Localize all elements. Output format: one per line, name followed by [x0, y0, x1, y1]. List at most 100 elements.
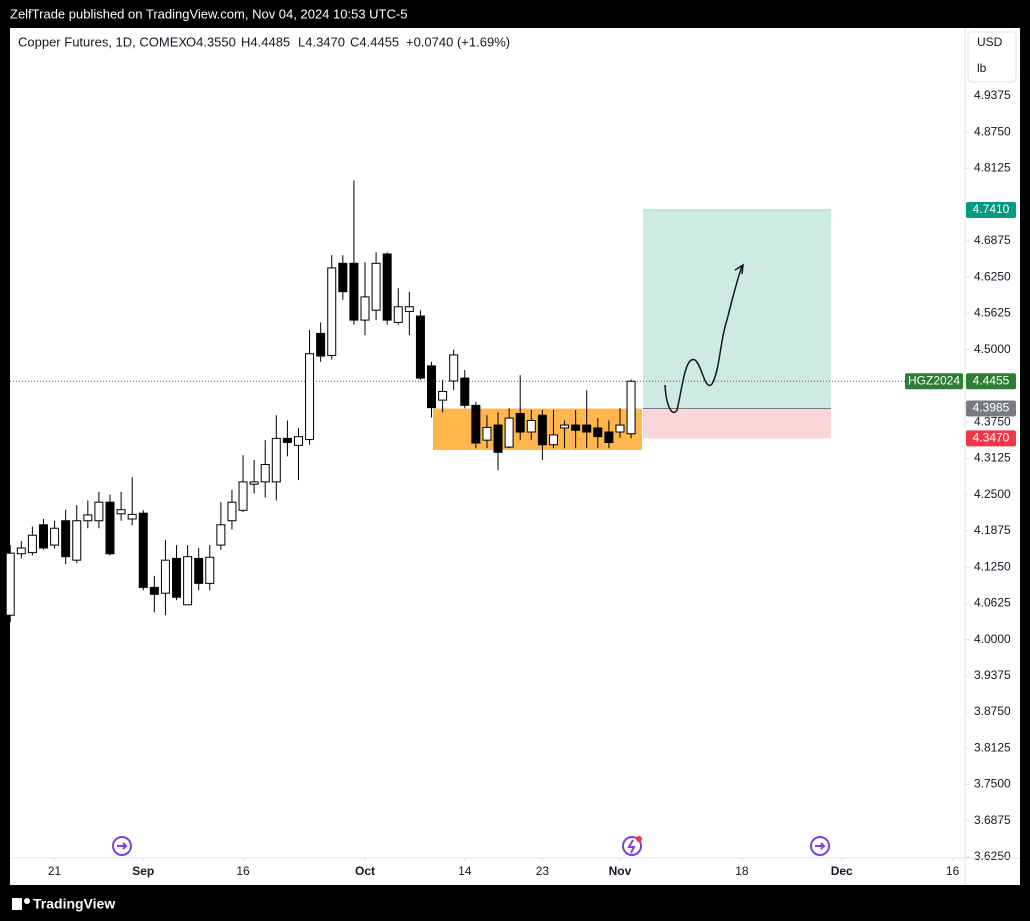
y-tick-label: 4.8750 — [974, 124, 1011, 138]
candle-body — [282, 437, 292, 443]
candle-body — [449, 354, 459, 382]
y-tick-label: 4.5625 — [974, 306, 1011, 320]
candle-body — [593, 427, 603, 438]
stop-zone — [642, 408, 831, 439]
legend-value: L4.3470 — [298, 34, 345, 49]
candle-body — [560, 424, 570, 429]
candle-body — [83, 514, 93, 522]
candle-body — [249, 481, 259, 485]
target-zone — [642, 209, 831, 409]
candle-body — [183, 556, 193, 606]
x-tick-label: Dec — [831, 864, 853, 878]
y-tick-label: 4.1875 — [974, 523, 1011, 537]
y-tick-label: 4.0625 — [974, 596, 1011, 610]
candle-body — [61, 520, 71, 558]
candle-body — [504, 417, 514, 448]
y-tick-label: 4.6250 — [974, 269, 1011, 283]
candle-body — [604, 431, 614, 443]
candle-body — [260, 463, 270, 483]
candle-body — [460, 377, 470, 406]
candle-body — [571, 424, 581, 431]
price-label-bg — [966, 400, 1016, 417]
candle-body — [293, 436, 303, 446]
candle-body — [160, 559, 170, 594]
candle-body — [227, 501, 237, 522]
candle-body — [548, 434, 558, 446]
candle-body — [305, 353, 315, 441]
price-label-bg — [905, 373, 963, 390]
candle-body — [271, 437, 281, 483]
candle-body — [393, 306, 403, 323]
candle-body — [349, 262, 359, 321]
y-tick-label: 4.9375 — [974, 88, 1011, 102]
x-tick-label: 16 — [946, 864, 960, 878]
legend-value: H4.4485 — [241, 34, 290, 49]
price-label: 4.4455 — [973, 373, 1010, 387]
candle-body — [371, 262, 381, 311]
candle-body — [216, 524, 226, 546]
candle-body — [427, 365, 437, 409]
legend-title: Copper Futures, 1D, COMEX — [18, 34, 187, 49]
x-tick-label: Oct — [355, 864, 375, 878]
event-icons[interactable] — [112, 836, 830, 856]
x-tick-label: Sep — [132, 864, 154, 878]
candle-body — [138, 512, 148, 588]
candle-body — [626, 380, 636, 435]
candle-body — [72, 520, 82, 561]
candle-body — [38, 524, 48, 549]
candle-body — [238, 481, 248, 511]
y-tick-label: 3.8750 — [974, 704, 1011, 718]
x-tick-label: 18 — [735, 864, 749, 878]
support-zone — [432, 408, 642, 450]
price-label: 4.7410 — [973, 202, 1010, 216]
x-tick-label: 14 — [458, 864, 472, 878]
currency: USD — [977, 35, 1003, 49]
brand: TradingView — [33, 896, 115, 912]
y-tick-label: 4.3750 — [974, 414, 1011, 428]
candle-body — [316, 332, 326, 357]
legend-value: +0.0740 (+1.69%) — [406, 34, 510, 49]
candle-body — [360, 296, 370, 321]
tv-logo — [12, 898, 30, 910]
y-tick-label: 3.6875 — [974, 813, 1011, 827]
y-tick-label: 4.0000 — [974, 632, 1011, 646]
legend-value: C4.4455 — [350, 34, 399, 49]
candle-body — [471, 404, 481, 444]
candle-body — [582, 424, 592, 433]
candle-body — [105, 501, 115, 555]
candle-body — [515, 412, 525, 433]
candle-body — [205, 556, 215, 584]
legend-value: O4.3550 — [186, 34, 236, 49]
y-tick-label: 4.2500 — [974, 487, 1011, 501]
price-label-bg — [966, 430, 1016, 447]
y-tick-label: 3.9375 — [974, 668, 1011, 682]
candle-body — [127, 513, 137, 520]
y-tick-label: 4.6875 — [974, 233, 1011, 247]
candle-body — [415, 315, 425, 379]
price-label-bg — [966, 201, 1016, 218]
candle-body — [338, 262, 348, 293]
y-tick-label: 3.7500 — [974, 777, 1011, 791]
unit: lb — [977, 61, 987, 75]
candle-body — [615, 424, 625, 433]
price-label: 4.3470 — [973, 431, 1010, 445]
candle-body — [327, 267, 337, 356]
candle-body — [526, 419, 536, 433]
currency-box[interactable] — [967, 31, 1017, 83]
chart-panel — [10, 28, 1020, 885]
candle-body — [438, 390, 448, 401]
candle-body — [382, 253, 392, 321]
price-label: HGZ2024 — [908, 373, 960, 387]
candle-body — [116, 509, 126, 515]
x-tick-label: 21 — [48, 864, 62, 878]
price-label-bg — [966, 373, 1016, 390]
y-tick-label: 4.3125 — [974, 451, 1011, 465]
published-line: ZelfTrade published on TradingView.com, … — [10, 6, 407, 21]
y-tick-label: 4.1250 — [974, 559, 1011, 573]
candle-body — [27, 534, 37, 554]
candle-body — [94, 501, 104, 522]
y-tick-label: 3.6250 — [974, 849, 1011, 863]
y-tick-label: 4.5000 — [974, 342, 1011, 356]
